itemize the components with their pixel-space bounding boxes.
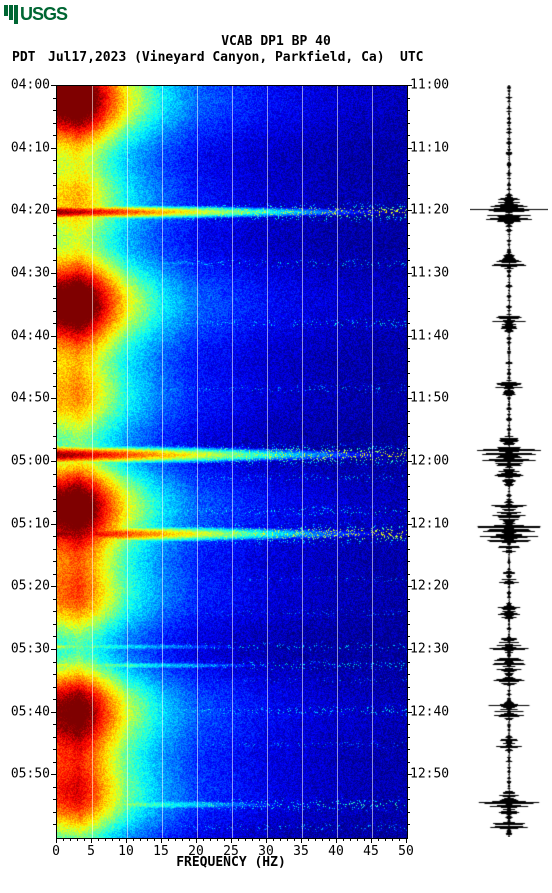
usgs-logo: USGS [4, 4, 67, 25]
y-left-tick-label: 05:20 [0, 579, 50, 594]
y-left-tick-label: 04:40 [0, 328, 50, 343]
y-left-tick-label: 05:50 [0, 767, 50, 782]
spectrogram-plot [56, 85, 408, 839]
y-right-tick-label: 11:10 [410, 140, 460, 155]
date-location: Jul17,2023 (Vineyard Canyon, Parkfield, … [48, 50, 385, 65]
right-timezone: UTC [400, 50, 423, 65]
y-right-tick-label: 12:00 [410, 454, 460, 469]
y-right-tick-label: 12:50 [410, 767, 460, 782]
y-right-tick-label: 12:30 [410, 642, 460, 657]
y-axis-right-utc: 11:0011:1011:2011:3011:4011:5012:0012:10… [410, 85, 460, 837]
y-left-tick-label: 04:20 [0, 203, 50, 218]
y-left-tick-label: 04:10 [0, 140, 50, 155]
y-right-tick-label: 11:50 [410, 391, 460, 406]
y-right-tick-label: 12:10 [410, 516, 460, 531]
y-right-tick-label: 11:40 [410, 328, 460, 343]
y-right-tick-label: 11:20 [410, 203, 460, 218]
left-timezone: PDT [12, 50, 35, 65]
x-axis-label: FREQUENCY (HZ) [56, 855, 406, 870]
y-right-tick-label: 11:30 [410, 266, 460, 281]
y-left-tick-label: 05:10 [0, 516, 50, 531]
logo-wave-icon [4, 5, 18, 24]
y-right-tick-label: 11:00 [410, 78, 460, 93]
logo-text: USGS [20, 4, 67, 25]
y-left-tick-label: 04:00 [0, 78, 50, 93]
y-left-tick-label: 04:30 [0, 266, 50, 281]
y-right-tick-label: 12:20 [410, 579, 460, 594]
y-left-tick-label: 05:30 [0, 642, 50, 657]
y-left-tick-label: 05:40 [0, 704, 50, 719]
y-left-tick-label: 04:50 [0, 391, 50, 406]
y-left-tick-label: 05:00 [0, 454, 50, 469]
waveform-trace [470, 85, 548, 837]
y-right-tick-label: 12:40 [410, 704, 460, 719]
chart-title: VCAB DP1 BP 40 [0, 34, 552, 49]
y-axis-left-pdt: 04:0004:1004:2004:3004:4004:5005:0005:10… [0, 85, 50, 837]
